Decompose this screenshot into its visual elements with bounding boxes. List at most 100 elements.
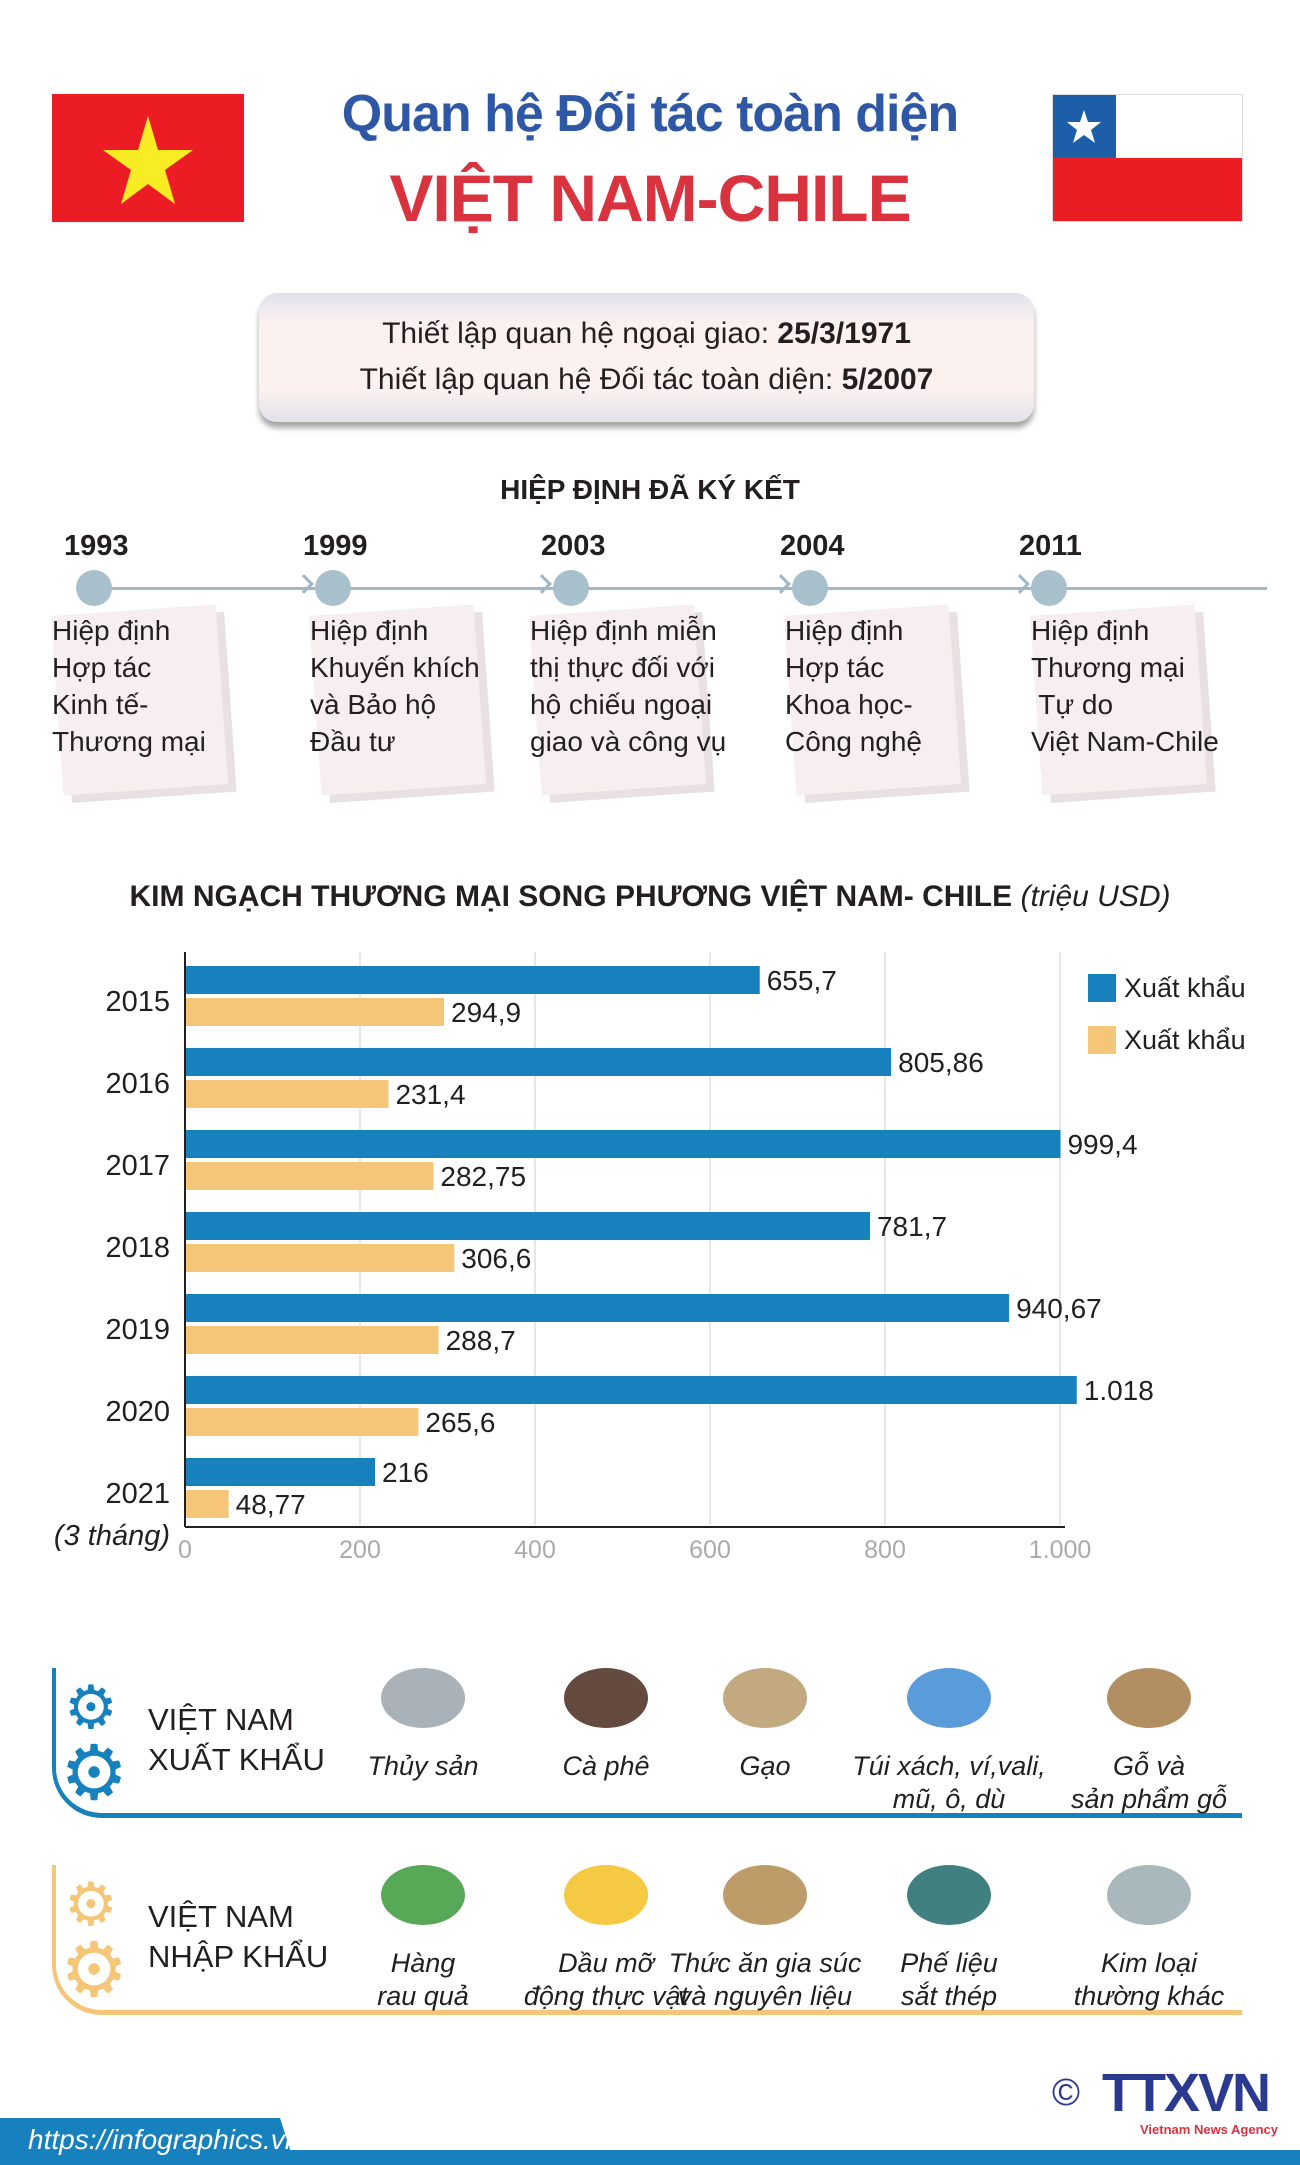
gear-icon: ⚙	[60, 1928, 129, 2013]
bar-import	[186, 1326, 439, 1354]
bar-export	[186, 1130, 1061, 1158]
footer-url[interactable]: https://infographics.vn	[28, 2124, 301, 2155]
chart-unit: (triệu USD)	[1020, 880, 1171, 913]
arrow-right-icon	[771, 574, 791, 594]
bar-export	[186, 1048, 892, 1076]
exports-title-line1: VIỆT NAM	[148, 1702, 294, 1737]
product-image	[368, 1840, 478, 1940]
bar-import	[186, 1244, 455, 1272]
bar-import	[186, 998, 445, 1026]
star-icon	[103, 116, 193, 204]
agreement-year: 1993	[64, 530, 129, 562]
product-label: Phế liệu sắt thép	[900, 1948, 998, 2011]
timeline-dot	[315, 570, 351, 606]
timeline-dot	[553, 570, 589, 606]
product-label: Kim loại thường khác	[1073, 1948, 1225, 2011]
bar-value-label: 781,7	[877, 1211, 947, 1242]
product-label: Cà phê	[562, 1751, 650, 1781]
product-label: Túi xách, ví,vali, mũ, ô, dù	[852, 1751, 1046, 1814]
bar-value-label: 216	[382, 1457, 429, 1488]
category-label: 2021	[105, 1478, 170, 1510]
imports-title-line1: VIỆT NAM	[148, 1899, 294, 1934]
arrow-right-icon	[294, 574, 314, 594]
gear-icon: ⚙	[60, 1731, 129, 1816]
chart-title: KIM NGẠCH THƯƠNG MẠI SONG PHƯƠNG VIỆT NA…	[0, 880, 1300, 914]
chart-title-text: KIM NGẠCH THƯƠNG MẠI SONG PHƯƠNG VIỆT NA…	[129, 880, 1013, 913]
x-tick-label: 600	[689, 1536, 731, 1564]
agreement-text: Hiệp định Hợp tác Kinh tế- Thương mại	[52, 615, 206, 757]
bar-import	[186, 1080, 389, 1108]
info-line-1: Thiết lập quan hệ ngoại giao: 25/3/1971	[259, 311, 1034, 357]
bar-value-label: 231,4	[395, 1079, 465, 1110]
agreement-year: 2011	[1019, 530, 1082, 562]
imports-title: VIỆT NAM NHẬP KHẨU	[148, 1897, 328, 1977]
bar-import	[186, 1408, 419, 1436]
legend-swatch	[1088, 974, 1116, 1002]
timeline-dot	[76, 570, 112, 606]
copyright-icon: ©	[1052, 2072, 1080, 2114]
vietnam-flag	[52, 94, 244, 222]
agreement-year: 2004	[780, 530, 845, 562]
product-image	[551, 1840, 661, 1940]
exports-title-line2: XUẤT KHẨU	[148, 1742, 325, 1777]
agreement-year: 2003	[541, 530, 606, 562]
legend-label: Xuất khẩu	[1124, 973, 1246, 1003]
agreement-text: Hiệp định Hợp tác Khoa học- Công nghệ	[785, 615, 923, 757]
bar-export	[186, 1212, 870, 1240]
x-tick-label: 1.000	[1029, 1536, 1092, 1564]
info-label-2: Thiết lập quan hệ Đối tác toàn diện:	[359, 363, 842, 396]
x-tick-label: 800	[864, 1536, 906, 1564]
product-label: Thủy sản	[367, 1751, 479, 1781]
footer-bar	[0, 2150, 1300, 2165]
timeline-dot	[792, 570, 828, 606]
bar-import	[186, 1490, 229, 1518]
timeline-dot	[1031, 570, 1067, 606]
product-image	[894, 1643, 1004, 1743]
bar-value-label: 655,7	[767, 965, 837, 996]
exports-section	[52, 1668, 1242, 1818]
exports-title: VIỆT NAM XUẤT KHẨU	[148, 1700, 325, 1780]
ttxvn-logo-sub: Vietnam News Agency	[1140, 2122, 1278, 2137]
category-label: 2015	[105, 986, 170, 1018]
agreement-text: Hiệp định Thương mại Tự do Việt Nam-Chil…	[1031, 615, 1219, 757]
title-line2: VIỆT NAM-CHILE	[389, 161, 911, 235]
info-line-2: Thiết lập quan hệ Đối tác toàn diện: 5/2…	[259, 357, 1034, 403]
agreement-year: 1999	[303, 530, 368, 562]
agreement-text: Hiệp định Khuyến khích và Bảo hộ Đầu tư	[310, 615, 480, 757]
bar-value-label: 999,4	[1067, 1129, 1137, 1160]
x-tick-label: 400	[514, 1536, 556, 1564]
bar-value-label: 282,75	[440, 1161, 526, 1192]
x-tick-label: 200	[339, 1536, 381, 1564]
product-image	[1094, 1840, 1204, 1940]
product-image	[551, 1643, 661, 1743]
star-icon	[1067, 110, 1101, 143]
bar-export	[186, 1376, 1077, 1404]
imports-title-line2: NHẬP KHẨU	[148, 1939, 329, 1974]
product-label: Dầu mỡ động thực vật	[523, 1948, 689, 2011]
info-value-1: 25/3/1971	[777, 317, 911, 350]
product-label: Gạo	[739, 1751, 791, 1781]
bar-value-label: 1.018	[1084, 1375, 1154, 1406]
chile-flag	[1052, 94, 1243, 222]
category-label: 2019	[105, 1314, 170, 1346]
info-value-2: 5/2007	[841, 363, 934, 396]
bar-value-label: 306,6	[461, 1243, 531, 1274]
category-label: 2017	[105, 1150, 170, 1182]
product-label: Hàng rau quả	[377, 1948, 469, 2011]
product-image	[368, 1643, 478, 1743]
info-label-1: Thiết lập quan hệ ngoại giao:	[382, 317, 778, 350]
arrow-right-icon	[1010, 574, 1030, 594]
agreement-text: Hiệp định miễn thị thực đối với hộ chiếu…	[530, 615, 727, 757]
imports-section	[52, 1865, 1242, 2015]
timeline-line	[94, 587, 1267, 590]
product-image	[710, 1840, 820, 1940]
ttxvn-logo: TTXVN	[1102, 2063, 1271, 2123]
arrow-right-icon	[532, 574, 552, 594]
category-sublabel: (3 tháng)	[54, 1520, 170, 1552]
product-image	[894, 1840, 1004, 1940]
bar-value-label: 805,86	[898, 1047, 984, 1078]
product-label: Gỗ và sản phẩm gỗ	[1070, 1751, 1228, 1814]
relations-info-box: Thiết lập quan hệ ngoại giao: 25/3/1971 …	[259, 293, 1034, 422]
category-label: 2016	[105, 1068, 170, 1100]
bar-value-label: 294,9	[451, 997, 521, 1028]
